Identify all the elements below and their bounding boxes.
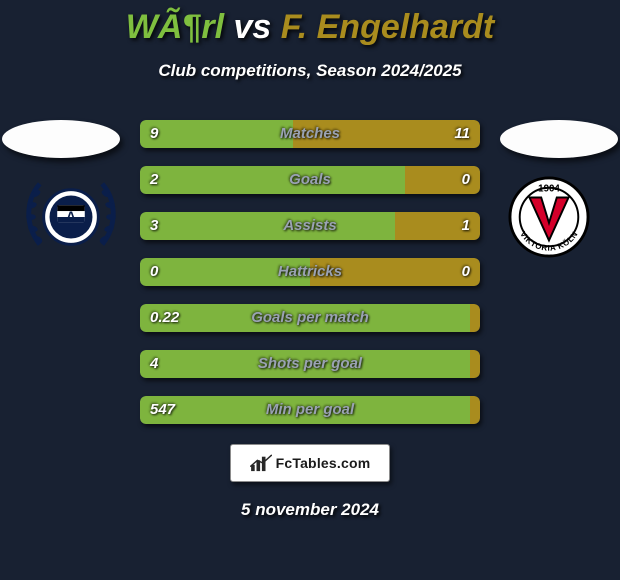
- stat-label: Goals per match: [140, 304, 480, 332]
- stat-value-right: 0: [462, 166, 470, 194]
- bar-chart-icon: [250, 454, 272, 472]
- stat-value-left: 9: [150, 120, 158, 148]
- stat-label: Assists: [140, 212, 480, 240]
- stat-value-right: 11: [454, 120, 470, 148]
- team-crest-left: A: [22, 176, 120, 258]
- stat-bar: Shots per goal4: [140, 350, 480, 378]
- stat-value-left: 4: [150, 350, 158, 378]
- title-player-right: F. Engelhardt: [281, 8, 494, 46]
- stat-value-right: 1: [462, 212, 470, 240]
- stat-value-left: 2: [150, 166, 158, 194]
- stat-bar: Assists3 1: [140, 212, 480, 240]
- stat-bar: Hattricks0 0: [140, 258, 480, 286]
- source-watermark[interactable]: FcTables.com: [230, 444, 390, 482]
- stat-bar: Goals2 0: [140, 166, 480, 194]
- title-player-left: WÃ¶rl: [126, 8, 224, 46]
- stat-bar: Matches9 11: [140, 120, 480, 148]
- stat-bar: Min per goal547: [140, 396, 480, 424]
- team-crest-right: 1904 VIKTORIA KÖLN: [500, 176, 598, 258]
- stat-label: Min per goal: [140, 396, 480, 424]
- title-vs: vs: [224, 8, 281, 46]
- comparison-subtitle: Club competitions, Season 2024/2025: [0, 61, 620, 81]
- team-banner-left: [2, 120, 120, 158]
- stat-value-left: 547: [150, 396, 175, 424]
- stat-label: Shots per goal: [140, 350, 480, 378]
- crest-letter: A: [66, 209, 76, 224]
- stat-value-right: 0: [462, 258, 470, 286]
- crest-year: 1904: [538, 184, 560, 195]
- stat-label: Matches: [140, 120, 480, 148]
- stat-label: Goals: [140, 166, 480, 194]
- team-banner-right: [500, 120, 618, 158]
- watermark-text: FcTables.com: [276, 455, 371, 471]
- comparison-date: 5 november 2024: [0, 500, 620, 520]
- stat-bars: Matches911Goals20Assists31Hattricks00Goa…: [140, 120, 480, 442]
- stat-value-left: 3: [150, 212, 158, 240]
- stat-value-left: 0.22: [150, 304, 179, 332]
- comparison-title: WÃ¶rl vs F. Engelhardt: [0, 0, 620, 47]
- stat-value-left: 0: [150, 258, 158, 286]
- stat-label: Hattricks: [140, 258, 480, 286]
- stat-bar: Goals per match0.22: [140, 304, 480, 332]
